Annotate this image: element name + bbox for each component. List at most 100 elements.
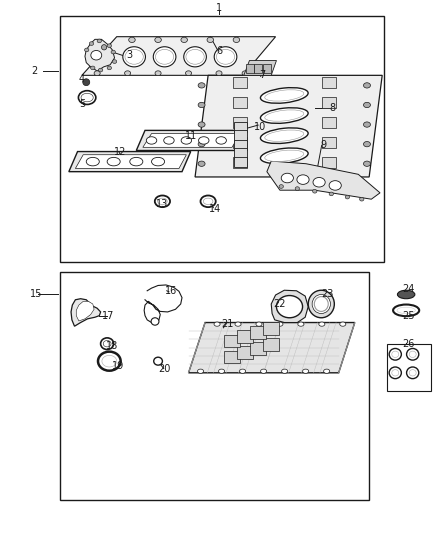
Ellipse shape [98,352,120,370]
Ellipse shape [265,90,304,101]
Polygon shape [188,322,355,373]
Ellipse shape [155,196,170,207]
Ellipse shape [146,137,157,144]
Ellipse shape [392,351,399,358]
Bar [251,326,266,339]
Ellipse shape [295,187,300,190]
Ellipse shape [219,369,225,373]
Bar [60,272,369,500]
Bar [254,64,262,72]
Bar [234,131,247,141]
Ellipse shape [155,71,161,76]
Text: 11: 11 [184,131,197,141]
Text: 15: 15 [30,289,42,300]
Ellipse shape [198,102,205,108]
Polygon shape [71,298,101,326]
Text: 22: 22 [274,299,286,309]
Polygon shape [75,155,186,168]
Ellipse shape [103,341,111,347]
Text: 25: 25 [402,311,415,321]
Bar [263,322,279,335]
Ellipse shape [364,83,371,88]
Ellipse shape [78,91,96,104]
Text: 12: 12 [113,147,126,157]
Ellipse shape [329,181,341,190]
Ellipse shape [185,71,191,76]
Ellipse shape [111,50,116,54]
Ellipse shape [214,47,237,67]
Ellipse shape [393,304,419,316]
Text: 23: 23 [321,289,334,300]
Ellipse shape [201,196,216,207]
Ellipse shape [86,157,99,166]
Ellipse shape [406,367,419,378]
Ellipse shape [125,50,143,64]
Ellipse shape [101,338,114,350]
Text: 26: 26 [402,338,414,349]
Ellipse shape [298,322,304,326]
Text: 14: 14 [208,204,221,214]
Polygon shape [76,301,94,321]
Text: 16: 16 [165,286,177,296]
Ellipse shape [233,37,240,43]
Ellipse shape [184,47,206,67]
Ellipse shape [129,37,135,43]
Polygon shape [244,61,276,75]
Bar [224,335,240,348]
Text: 5: 5 [79,99,85,109]
Ellipse shape [155,37,161,43]
Ellipse shape [91,51,102,60]
Ellipse shape [198,141,205,147]
Text: 9: 9 [320,140,326,150]
Ellipse shape [198,122,205,127]
Bar [234,157,247,167]
Ellipse shape [216,137,226,144]
Ellipse shape [124,71,131,76]
Ellipse shape [102,356,117,367]
Ellipse shape [319,322,325,326]
Bar [263,64,271,72]
Ellipse shape [242,71,248,76]
Ellipse shape [164,137,174,144]
Ellipse shape [397,307,415,313]
Ellipse shape [123,47,145,67]
Ellipse shape [409,370,416,376]
Ellipse shape [297,175,309,184]
Ellipse shape [240,369,246,373]
Ellipse shape [181,37,187,43]
Ellipse shape [314,296,328,311]
Ellipse shape [364,141,371,147]
Ellipse shape [256,322,262,326]
Bar [60,15,385,262]
Text: 4: 4 [79,74,85,84]
Ellipse shape [198,137,209,144]
Ellipse shape [130,157,143,166]
Ellipse shape [155,50,174,64]
Bar [233,138,247,148]
Polygon shape [271,290,308,322]
Ellipse shape [261,87,308,103]
Text: 18: 18 [106,341,119,351]
Ellipse shape [91,66,95,70]
Text: 24: 24 [402,284,414,294]
Ellipse shape [397,290,415,298]
Ellipse shape [85,48,89,52]
Ellipse shape [261,148,308,164]
Bar [234,140,247,150]
Text: 21: 21 [222,319,234,328]
Ellipse shape [214,322,220,326]
Text: 6: 6 [216,46,222,56]
Ellipse shape [409,351,416,358]
Ellipse shape [340,322,346,326]
Ellipse shape [329,192,333,196]
Ellipse shape [392,370,399,376]
Ellipse shape [303,369,309,373]
Ellipse shape [312,294,330,313]
Text: 20: 20 [159,364,171,374]
Bar [233,157,247,168]
Ellipse shape [345,195,350,199]
Ellipse shape [89,42,94,45]
Bar [387,344,431,391]
Polygon shape [143,134,240,147]
Ellipse shape [83,79,90,86]
